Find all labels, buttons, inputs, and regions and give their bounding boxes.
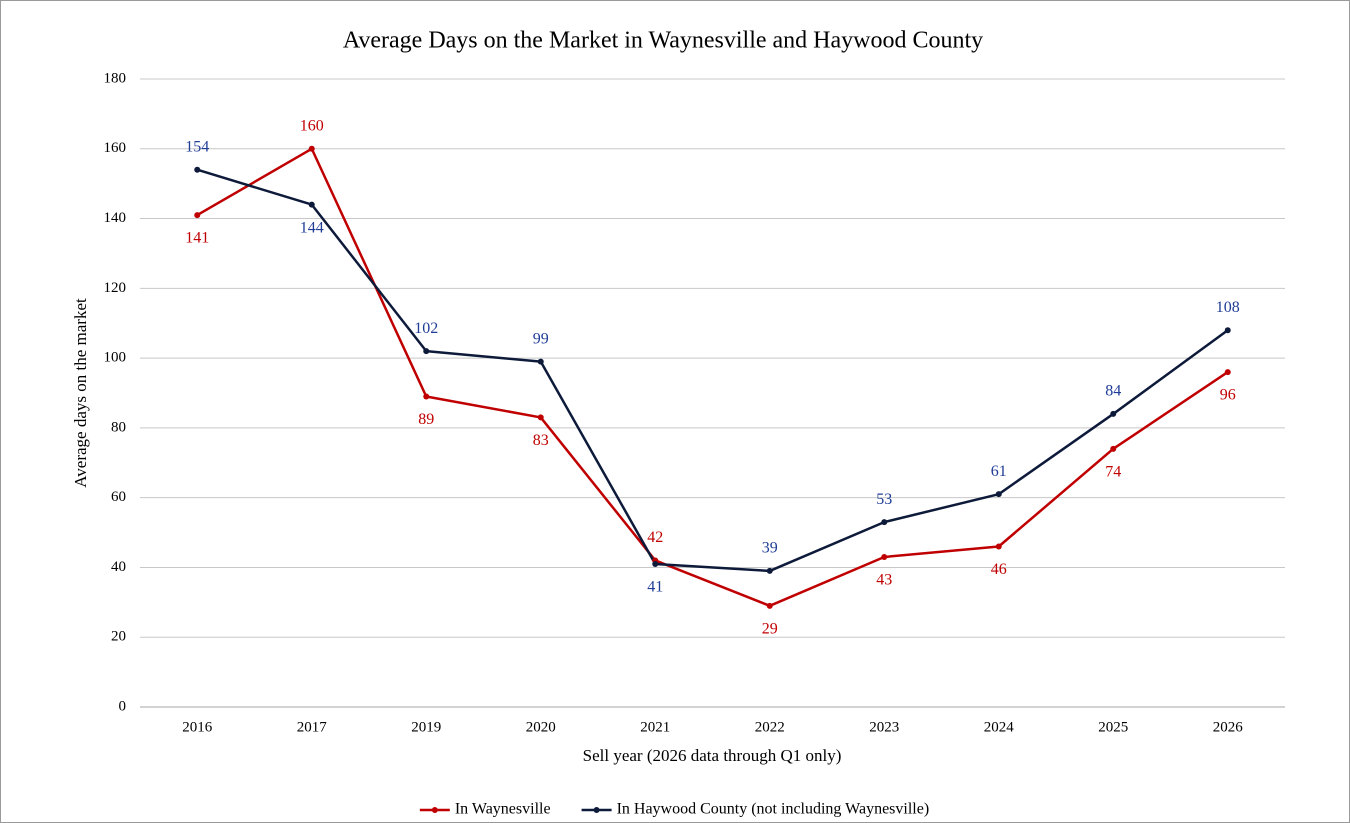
y-tick-label: 80 bbox=[111, 419, 126, 435]
point-marker bbox=[881, 519, 888, 526]
series-line bbox=[196, 147, 1229, 608]
point-marker bbox=[537, 414, 544, 421]
data-label: 29 bbox=[762, 620, 778, 637]
legend-label: In Haywood County (not including Waynesv… bbox=[617, 801, 930, 818]
data-label: 83 bbox=[533, 432, 549, 449]
y-tick-label: 40 bbox=[111, 559, 126, 575]
point-marker bbox=[1224, 327, 1231, 334]
legend-marker bbox=[431, 807, 438, 813]
data-label: 46 bbox=[991, 561, 1007, 578]
point-marker bbox=[766, 602, 773, 609]
data-label: 108 bbox=[1216, 299, 1240, 316]
data-label: 84 bbox=[1105, 383, 1121, 400]
point-marker bbox=[766, 567, 773, 574]
x-tick-label: 2016 bbox=[182, 719, 213, 735]
data-label: 41 bbox=[647, 579, 663, 596]
x-tick-label: 2025 bbox=[1098, 719, 1128, 735]
data-label: 42 bbox=[647, 529, 663, 546]
legend-marker bbox=[593, 807, 600, 813]
point-marker bbox=[194, 212, 201, 219]
point-marker bbox=[652, 560, 659, 567]
x-tick-label: 2024 bbox=[984, 719, 1015, 735]
y-axis-label: Average days on the market bbox=[71, 298, 90, 488]
point-marker bbox=[194, 166, 201, 173]
x-axis-label: Sell year (2026 data through Q1 only) bbox=[583, 746, 842, 765]
legend-label: In Waynesville bbox=[455, 801, 551, 818]
x-tick-label: 2020 bbox=[526, 719, 556, 735]
x-tick-label: 2021 bbox=[640, 719, 670, 735]
x-tick-label: 2022 bbox=[755, 719, 785, 735]
data-label: 61 bbox=[991, 463, 1007, 480]
data-label: 74 bbox=[1105, 463, 1121, 480]
y-tick-label: 140 bbox=[104, 210, 127, 226]
point-marker bbox=[537, 358, 544, 365]
x-tick-label: 2019 bbox=[411, 719, 441, 735]
y-tick-label: 0 bbox=[119, 698, 127, 714]
data-label: 102 bbox=[414, 320, 438, 337]
series-line bbox=[196, 168, 1229, 573]
point-marker bbox=[881, 553, 888, 560]
point-marker bbox=[308, 145, 315, 152]
y-tick-label: 100 bbox=[104, 350, 127, 366]
x-tick-label: 2023 bbox=[869, 719, 899, 735]
y-tick-label: 60 bbox=[111, 489, 126, 505]
point-marker bbox=[1110, 445, 1117, 452]
data-label: 141 bbox=[185, 230, 209, 247]
data-label: 144 bbox=[300, 219, 324, 236]
y-tick-label: 180 bbox=[104, 70, 127, 86]
y-tick-label: 120 bbox=[104, 280, 127, 296]
point-marker bbox=[1224, 369, 1231, 376]
data-label: 53 bbox=[876, 491, 892, 508]
point-marker bbox=[308, 201, 315, 208]
y-tick-label: 160 bbox=[104, 140, 127, 156]
data-label: 160 bbox=[300, 117, 324, 134]
x-tick-label: 2017 bbox=[297, 719, 328, 735]
data-label: 89 bbox=[418, 411, 434, 428]
data-label: 39 bbox=[762, 540, 778, 557]
chart-title: Average Days on the Market in Waynesvill… bbox=[343, 28, 983, 54]
data-label: 43 bbox=[876, 572, 892, 589]
point-marker bbox=[1110, 410, 1117, 417]
y-tick-label: 20 bbox=[111, 629, 126, 645]
data-label: 154 bbox=[185, 138, 209, 155]
data-label: 96 bbox=[1220, 387, 1236, 404]
x-tick-label: 2026 bbox=[1213, 719, 1244, 735]
point-marker bbox=[423, 393, 430, 400]
data-label: 99 bbox=[533, 330, 549, 347]
point-marker bbox=[423, 348, 430, 355]
point-marker bbox=[995, 543, 1002, 550]
point-marker bbox=[995, 491, 1002, 498]
